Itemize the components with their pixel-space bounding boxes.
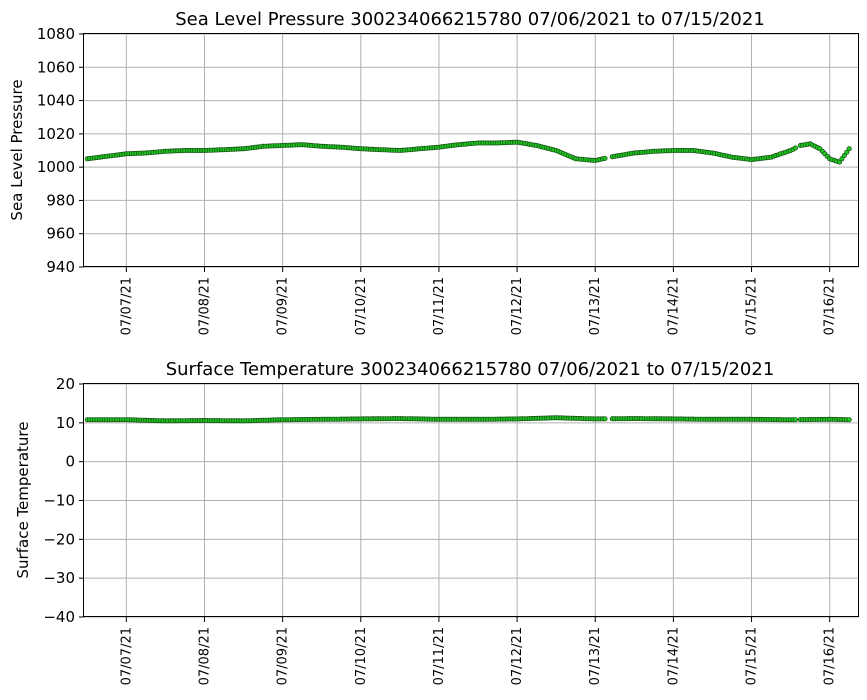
- chart-title: Sea Level Pressure 300234066215780 07/06…: [175, 9, 765, 30]
- y-tick-label: −20: [43, 530, 75, 548]
- x-tick-label: 07/14/21: [666, 277, 681, 335]
- data-point: [846, 417, 852, 423]
- sea-level-pressure-panel: Sea Level Pressure 300234066215780 07/06…: [8, 9, 859, 335]
- x-tick-label: 07/08/21: [197, 277, 212, 335]
- data-point: [602, 155, 608, 161]
- data-point: [839, 156, 845, 162]
- surface-temperature-panel: Surface Temperature 300234066215780 07/0…: [14, 359, 859, 685]
- y-tick-label: 960: [46, 225, 75, 243]
- y-axis-label: Surface Temperature: [14, 422, 32, 579]
- y-tick-label: 0: [65, 453, 75, 471]
- x-tick-label: 07/10/21: [354, 627, 369, 685]
- data-point: [602, 416, 608, 422]
- x-tick-label: 07/08/21: [197, 627, 212, 685]
- y-tick-label: 1020: [37, 125, 75, 143]
- y-tick-label: 10: [56, 414, 75, 432]
- x-tick-label: 07/07/21: [119, 627, 134, 685]
- x-tick-label: 07/12/21: [510, 277, 525, 335]
- x-tick-label: 07/16/21: [823, 277, 838, 335]
- y-tick-label: 20: [56, 375, 75, 393]
- data-point: [841, 153, 847, 159]
- x-tick-label: 07/10/21: [354, 277, 369, 335]
- x-tick-label: 07/15/21: [745, 627, 760, 685]
- y-tick-label: 1040: [37, 92, 75, 110]
- x-tick-label: 07/07/21: [119, 277, 134, 335]
- y-tick-label: 940: [46, 258, 75, 276]
- data-point: [792, 145, 798, 151]
- x-tick-label: 07/15/21: [745, 277, 760, 335]
- x-tick-label: 07/11/21: [432, 277, 447, 335]
- y-tick-label: −10: [43, 492, 75, 510]
- chart-title: Surface Temperature 300234066215780 07/0…: [166, 359, 775, 380]
- data-point: [836, 159, 842, 165]
- x-tick-label: 07/16/21: [823, 627, 838, 685]
- y-axis-label: Sea Level Pressure: [8, 79, 26, 220]
- y-tick-label: 980: [46, 191, 75, 209]
- y-tick-label: −40: [43, 608, 75, 626]
- y-tick-label: 1080: [37, 25, 75, 43]
- x-tick-label: 07/14/21: [666, 627, 681, 685]
- x-tick-label: 07/13/21: [588, 277, 603, 335]
- data-point: [846, 146, 852, 152]
- y-tick-label: 1060: [37, 58, 75, 76]
- x-tick-label: 07/13/21: [588, 627, 603, 685]
- y-tick-label: 1000: [37, 158, 75, 176]
- data-point: [792, 417, 798, 423]
- y-tick-label: −30: [43, 569, 75, 587]
- plot-frame: [83, 33, 859, 267]
- x-tick-label: 07/09/21: [276, 277, 291, 335]
- data-point: [844, 149, 850, 155]
- x-tick-label: 07/12/21: [510, 627, 525, 685]
- x-tick-label: 07/09/21: [276, 627, 291, 685]
- x-tick-label: 07/11/21: [432, 627, 447, 685]
